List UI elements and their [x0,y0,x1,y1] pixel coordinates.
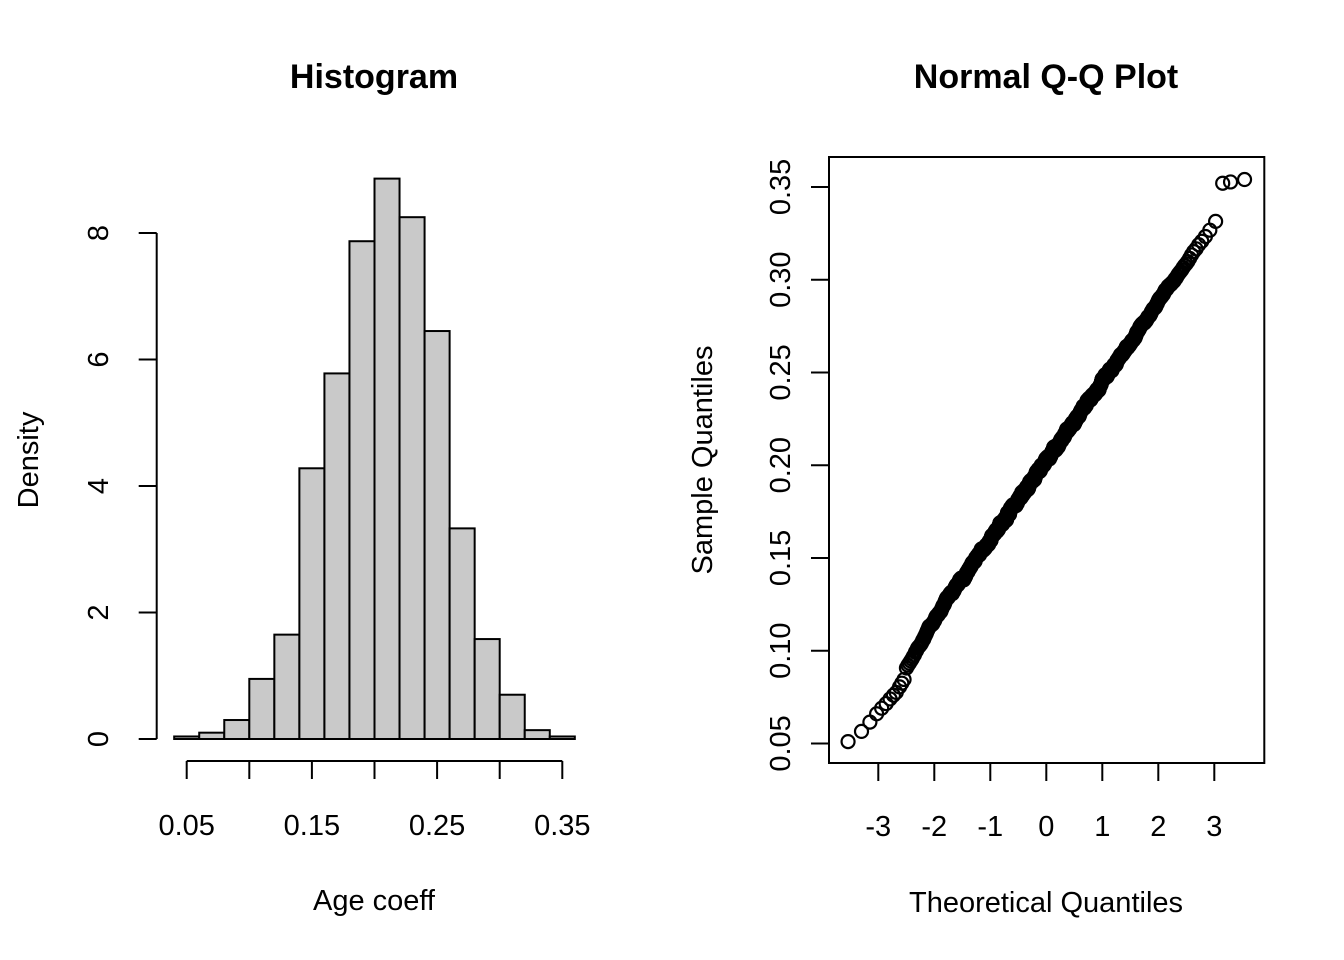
qq-x-tick-label: 3 [1206,811,1222,843]
qq-y-tick-label: 0.15 [765,530,797,586]
histogram-bar [373,177,401,741]
hist-y-tick-label: 6 [83,351,115,367]
histogram-bar [248,677,276,740]
qq-point [1222,174,1239,190]
qq-point [853,723,870,739]
qq-y-tick-label: 0.35 [765,159,797,215]
histogram-bar [273,633,301,741]
histogram-bar [448,527,476,740]
histogram-ylabel: Density [13,411,45,508]
qq-point [1208,213,1224,230]
qq-point [1215,175,1231,191]
qq-xlabel: Theoretical Quantiles [909,887,1183,919]
qq-points [840,171,1253,750]
histogram-bars [173,177,576,741]
qq-point [840,733,856,750]
histogram-bar [423,330,451,740]
histogram-xlabel: Age coeff [313,885,436,917]
hist-y-tick-label: 2 [83,604,115,620]
qq-x-tick-label: 1 [1094,811,1110,843]
histogram-bar [323,372,351,740]
qq-point [862,714,878,730]
qq-x-tick-label: -1 [977,811,1003,843]
qq-point [1236,171,1253,188]
histogram-bar [548,735,576,740]
qq-y-tick-label: 0.20 [765,437,797,493]
qq-x-tick-label: 0 [1038,811,1054,843]
histogram-title: Histogram [290,58,458,96]
qq-title: Normal Q-Q Plot [914,58,1178,96]
histogram-bar [173,735,201,740]
hist-x-tick-label: 0.25 [409,810,465,842]
histogram-bar [498,693,526,740]
qq-x-tick-label: -2 [921,811,947,843]
qq-point [874,700,890,716]
qq-axes: -3 -2 -1 0 1 2 3 0.05 0.10 0.15 0.20 0.25 0.30 0.35 [765,159,1222,843]
qq-x-tick-label: -3 [865,811,891,843]
qq-ylabel: Sample Quantiles [687,346,719,575]
qq-y-tick-label: 0.05 [765,715,797,771]
hist-x-tick-label: 0.15 [284,810,340,842]
histogram-bar [223,719,251,741]
qq-y-tick-label: 0.30 [765,251,797,307]
qq-y-tick-label: 0.25 [765,344,797,400]
histogram-bar [473,638,501,740]
hist-y-tick-label: 8 [83,225,115,241]
hist-y-tick-label: 4 [83,478,115,494]
qq-y-tick-label: 0.10 [765,622,797,678]
histogram-bar [348,240,376,740]
histogram-bar [298,467,326,740]
qq-x-tick-label: 2 [1150,811,1166,843]
hist-x-tick-label: 0.35 [534,810,590,842]
histogram-bar [523,729,551,741]
hist-y-tick-label: 0 [83,731,115,747]
histogram-bar [198,731,226,740]
histogram-axes: 0 2 4 6 8 0.05 0.15 0.25 0.35 [83,225,591,842]
hist-x-tick-label: 0.05 [158,810,214,842]
histogram-bar [398,216,426,740]
